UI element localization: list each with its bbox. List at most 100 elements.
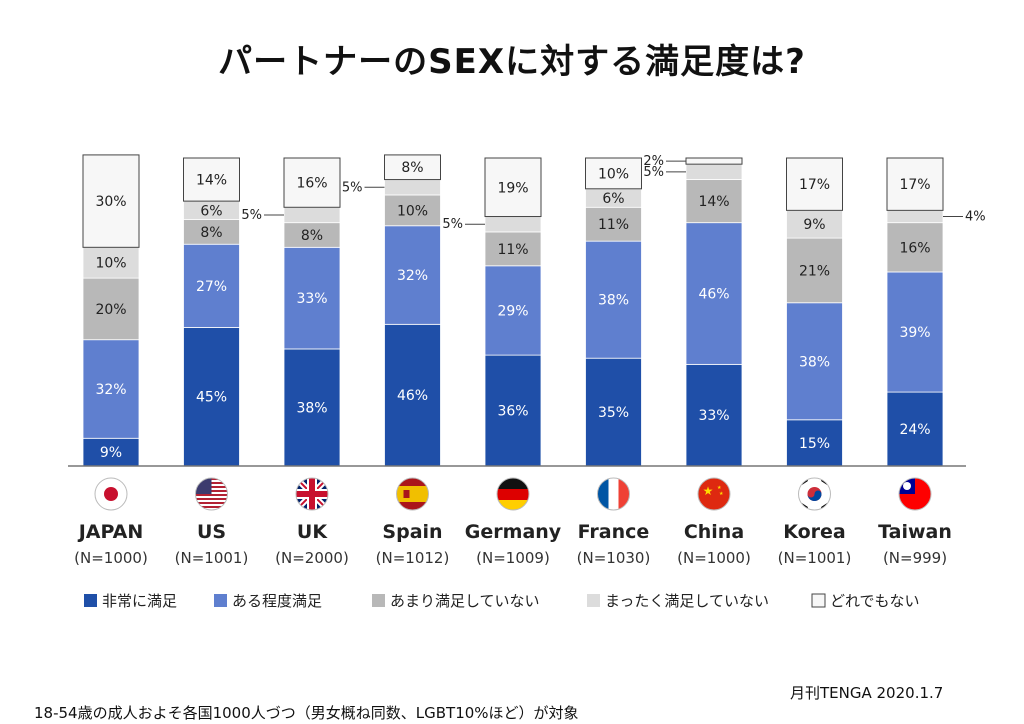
bar-segment-neither	[183, 157, 240, 202]
data-label: 36%	[497, 404, 528, 420]
data-label: 29%	[497, 303, 528, 319]
bar-group-japan: 9% 32% 20% 10% 30%	[82, 154, 140, 467]
data-label: 9%	[803, 217, 825, 233]
bar-segment-very	[886, 391, 944, 467]
bar-segment-somewhat	[685, 222, 743, 365]
data-label: 32%	[95, 382, 126, 398]
bar-segment-notvery	[484, 231, 542, 267]
bar-group-france: 35% 38% 11% 6% 10%	[585, 157, 642, 467]
bar-segment-somewhat	[786, 302, 843, 421]
category-label: Taiwan	[878, 521, 952, 543]
legend-label: 非常に満足	[102, 592, 177, 610]
bar-segment-notvery	[685, 179, 743, 224]
sample-size-label: (N=1000)	[74, 549, 148, 567]
data-label: 24%	[899, 422, 930, 438]
sample-size-label: (N=1001)	[778, 549, 852, 567]
data-label: 10%	[397, 203, 428, 219]
svg-text:★: ★	[719, 491, 724, 497]
data-label: 45%	[196, 390, 227, 406]
data-label: 32%	[397, 268, 428, 284]
data-label: 15%	[799, 436, 830, 452]
bar-segment-notatall	[82, 246, 140, 279]
data-label: 39%	[899, 325, 930, 341]
bar-segment-somewhat	[283, 246, 341, 350]
bar-segment-very	[82, 437, 140, 467]
bar-group-uk: 38% 33% 8% 5% 16%	[241, 157, 341, 467]
bar-segment-very	[283, 348, 341, 467]
bar-segment-notvery	[183, 219, 240, 245]
data-label: 33%	[296, 291, 327, 307]
bar-segment-neither	[484, 157, 542, 218]
legend-swatch	[214, 594, 227, 607]
data-label: 35%	[598, 405, 629, 421]
china-flag-icon: ★ ★★	[697, 477, 731, 511]
legend: 非常に満足 ある程度満足 あまり満足していない まったく満足していない どれでもない	[84, 592, 920, 610]
bar-segment-notatall	[283, 206, 341, 224]
data-label: 14%	[698, 194, 729, 210]
bar-segment-neither	[585, 157, 642, 190]
data-label: 10%	[95, 256, 126, 272]
bar-segment-notvery	[886, 222, 944, 273]
taiwan-flag-icon	[898, 477, 932, 511]
chart-title: パートナーのSEXに対する満足度は?	[218, 42, 806, 82]
bar-segment-notvery	[585, 206, 642, 242]
germany-flag-icon	[496, 477, 530, 511]
category-label: France	[578, 521, 650, 543]
legend-label: あまり満足していない	[390, 592, 540, 610]
data-label: 38%	[598, 293, 629, 309]
bar-group-spain: 46% 32% 10% 5% 8%	[342, 154, 441, 467]
data-label-outside: 5%	[643, 165, 664, 180]
bar-segment-somewhat	[183, 243, 240, 328]
us-flag-icon	[195, 477, 228, 511]
data-label: 10%	[598, 166, 629, 182]
data-label: 16%	[296, 176, 327, 192]
bar-segment-very	[384, 323, 441, 467]
data-label: 38%	[296, 400, 327, 416]
spain-flag-icon	[396, 477, 429, 511]
bar-segment-neither	[786, 157, 843, 211]
data-label: 8%	[301, 228, 323, 244]
sample-size-label: (N=1009)	[476, 549, 550, 567]
data-label: 21%	[799, 263, 830, 279]
bar-segment-somewhat	[886, 271, 944, 393]
data-label: 33%	[698, 408, 729, 424]
bar-segment-somewhat	[484, 265, 542, 356]
bar-segment-notatall	[685, 163, 743, 180]
svg-text:★: ★	[717, 485, 722, 491]
sample-size-label: (N=1000)	[677, 549, 751, 567]
x-axis-labels: JAPAN (N=1000) US (N=1001) UK (N=2000) Spain (N…	[74, 521, 952, 567]
data-label-outside: 5%	[342, 180, 363, 195]
uk-flag-icon	[295, 477, 329, 511]
sample-size-label: (N=1012)	[376, 549, 450, 567]
legend-item-notvery: あまり満足していない	[372, 592, 540, 610]
bar-group-china: 33% 46% 14% 5%2%	[643, 154, 743, 467]
legend-swatch	[372, 594, 385, 607]
data-label-outside: 4%	[965, 210, 986, 225]
legend-swatch	[811, 593, 826, 608]
bar-segment-very	[484, 354, 542, 467]
legend-item-notatall: まったく満足していない	[587, 592, 769, 610]
sample-size-label: (N=2000)	[275, 549, 349, 567]
data-label: 11%	[497, 242, 528, 258]
legend-swatch	[587, 594, 600, 607]
footnote-sample: 18-54歳の成人およそ各国1000人づつ（男女概ね同数、LGBT10%ほど）が…	[34, 704, 579, 722]
data-label: 46%	[397, 388, 428, 404]
data-label: 14%	[196, 173, 227, 189]
category-label: Spain	[382, 521, 442, 543]
bar-group-taiwan: 24% 39% 16% 4% 17%	[886, 157, 986, 467]
data-label: 27%	[196, 279, 227, 295]
data-label-outside: 5%	[241, 208, 262, 223]
data-label: 6%	[602, 191, 624, 207]
bar-segment-notatall	[786, 209, 843, 239]
data-label: 8%	[200, 225, 222, 241]
data-label: 9%	[100, 445, 122, 461]
svg-text:★: ★	[703, 484, 714, 498]
bar-segment-neither	[886, 157, 944, 211]
legend-item-somewhat: ある程度満足	[214, 592, 322, 610]
sample-size-label: (N=1030)	[577, 549, 651, 567]
bar-segment-neither	[283, 157, 341, 208]
bar-segment-notatall	[886, 209, 944, 224]
data-label: 20%	[95, 302, 126, 318]
japan-flag-icon	[94, 477, 128, 511]
bar-segment-neither	[82, 154, 140, 248]
